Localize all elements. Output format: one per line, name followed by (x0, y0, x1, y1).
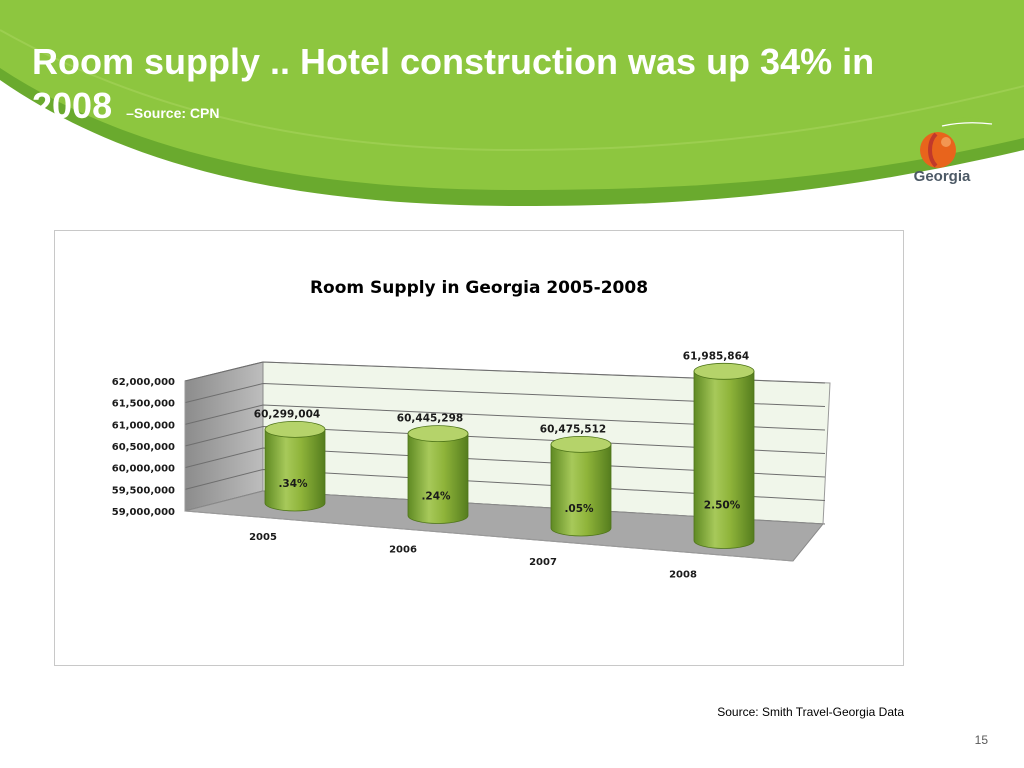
logo-wordmark: Georgia (913, 168, 971, 185)
bar-value-label: 60,475,512 (540, 423, 606, 435)
y-axis-ticks: 59,000,000 59,500,000 60,000,000 60,500,000… (112, 377, 175, 518)
x-axis-labels: 2005 2006 2007 2008 (249, 532, 697, 581)
bar-growth-label: .34% (278, 478, 308, 490)
bar-cylinder-top (407, 425, 469, 442)
y-tick-label: 60,500,000 (112, 442, 175, 453)
bar-cylinder-body (264, 428, 326, 512)
bars: 60,299,004 .34% 60,445,298 .24% 60,475,512 .0… (254, 350, 755, 549)
page-number: 15 (974, 733, 988, 747)
room-supply-chart: Room Supply in Georgia 2005-2008 59,000,… (112, 278, 831, 581)
bar-growth-label: 2.50% (704, 500, 741, 512)
georgia-logo: Georgia (902, 114, 998, 194)
gridline (184, 361, 826, 384)
x-tick-label: 2005 (249, 532, 277, 543)
x-tick-label: 2007 (529, 557, 557, 568)
chart-title: Room Supply in Georgia 2005-2008 (310, 278, 648, 298)
y-tick-label: 62,000,000 (112, 377, 175, 388)
y-tick-label: 61,000,000 (112, 420, 175, 431)
bar-cylinder-top (693, 362, 755, 380)
slide-title-text: Room supply .. Hotel construction was up… (32, 41, 875, 126)
bar-value-label: 60,445,298 (397, 413, 463, 425)
bar-value-label: 60,299,004 (254, 408, 320, 420)
x-tick-label: 2006 (389, 545, 417, 556)
bar: 60,475,512 .05% (540, 423, 612, 537)
bar-cylinder-body (693, 370, 755, 549)
y-tick-label: 59,000,000 (112, 507, 175, 518)
bar: 60,445,298 .24% (397, 413, 469, 524)
bar-growth-label: .24% (421, 491, 451, 503)
bar-cylinder-body (550, 443, 612, 537)
leaf-shape (940, 117, 994, 130)
bar: 61,985,864 2.50% (683, 350, 755, 549)
y-tick-label: 60,000,000 (112, 464, 175, 475)
peach-crease (928, 132, 938, 168)
bar-cylinder-top (550, 435, 612, 453)
banner-highlight (0, 29, 1024, 152)
bar-value-label: 61,985,864 (683, 350, 749, 362)
gridline (184, 382, 826, 407)
slide-title: Room supply .. Hotel construction was up… (32, 40, 932, 135)
peach-body (920, 132, 956, 168)
x-axis-line (184, 510, 794, 562)
gridline (184, 425, 826, 454)
chart-frame: Room Supply in Georgia 2005-2008 59,000,… (54, 230, 904, 666)
bar-cylinder-top (264, 420, 326, 438)
gridline (184, 468, 826, 501)
leaf-vein (941, 122, 993, 127)
header-banner (0, 0, 1024, 206)
y-tick-label: 59,500,000 (112, 485, 175, 496)
x-tick-label: 2008 (669, 570, 697, 581)
peach-icon (920, 117, 994, 168)
bar-cylinder-body (407, 433, 469, 524)
source-note: Source: Smith Travel-Georgia Data (717, 705, 904, 719)
bar: 60,299,004 .34% (254, 408, 326, 512)
gridline (184, 447, 826, 478)
peach-highlight (941, 137, 951, 147)
y-tick-label: 61,500,000 (112, 399, 175, 410)
banner-fill (0, 0, 1024, 190)
gridline (184, 404, 826, 431)
slide-title-source-note: –Source: CPN (126, 105, 220, 121)
bar-growth-label: .05% (564, 503, 594, 515)
